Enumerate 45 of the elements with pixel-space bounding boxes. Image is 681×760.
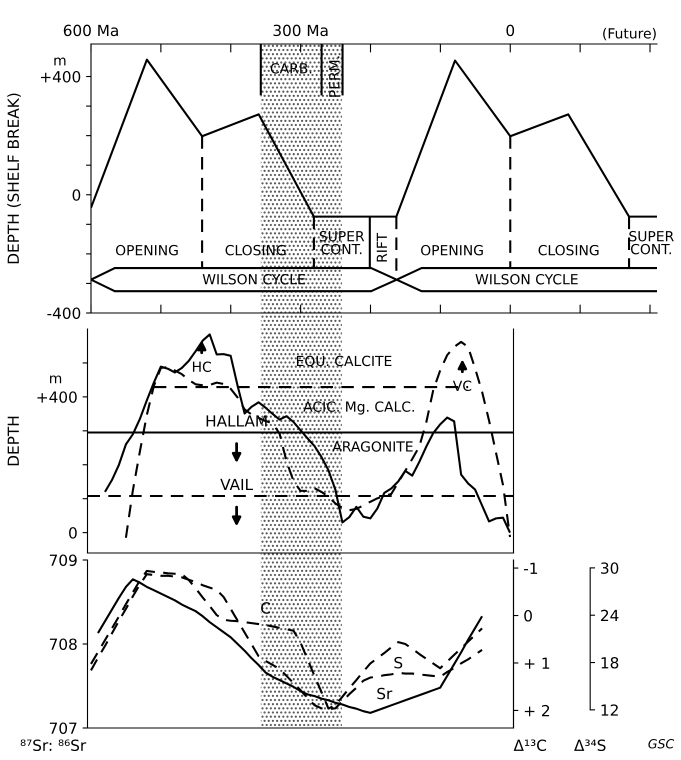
series-label: Sr	[377, 688, 392, 700]
y3-axis-title: Δ³⁴S	[574, 739, 606, 752]
annotation: WILSON CYCLE	[202, 274, 305, 284]
y-axis-title: DEPTH (SHELF BREAK)	[7, 94, 21, 264]
y3-tick-label: 12	[602, 704, 618, 716]
text: (Future)	[603, 28, 656, 40]
y-tick-label: 708	[50, 638, 77, 650]
y-tick-label: 707	[50, 722, 76, 734]
y2-tick-label: -1	[524, 562, 538, 574]
y2-tick-label: + 1	[524, 658, 550, 669]
annotation: OPENING	[116, 244, 178, 256]
y-tick-label: 0	[69, 527, 77, 539]
y3-tick-label: 24	[601, 610, 618, 622]
text: m	[50, 375, 62, 384]
x-tick-label: 300 Ma	[274, 24, 328, 36]
annotation: HC	[192, 362, 211, 372]
annotation: WILSON CYCLE	[476, 274, 578, 284]
y2-tick-label: + 2	[524, 704, 550, 716]
series-label: S	[394, 656, 402, 668]
y-tick-label: 0	[72, 189, 80, 201]
annotation: OPENING	[421, 244, 483, 256]
annotation: ARAGONITE	[332, 441, 413, 452]
ref-line-label: VAIL	[220, 478, 253, 490]
annotation: RIFT	[376, 232, 387, 262]
text: GSC	[648, 739, 674, 748]
y2-axis-title: Δ¹³C	[514, 739, 546, 752]
annotation: SUPER CONT.	[629, 230, 674, 254]
y3-tick-label: 18	[602, 657, 618, 669]
y2-tick-label: 0	[524, 610, 532, 622]
series-label: C	[261, 602, 270, 614]
y-tick-label: +400	[40, 70, 80, 83]
x-tick-label: 0	[506, 24, 514, 36]
y-tick-label: +400	[37, 391, 77, 403]
text: m	[54, 58, 66, 66]
y-tick-label: 709	[50, 554, 77, 566]
x-tick-label: 600 Ma	[64, 24, 118, 36]
annotation: PERM.	[329, 56, 340, 97]
ref-line-label: HALLAM	[206, 415, 267, 427]
y-tick-label: -400	[47, 307, 80, 320]
y-axis-title: ⁸⁷Sr: ⁸⁶Sr	[20, 739, 86, 752]
y-axis-title: DEPTH	[8, 416, 19, 466]
y3-tick-label: 30	[601, 562, 618, 574]
annotation: CLOSING	[538, 244, 599, 256]
annotation: CLOSING	[226, 244, 286, 256]
annotation: SUPER CONT.	[320, 230, 364, 254]
